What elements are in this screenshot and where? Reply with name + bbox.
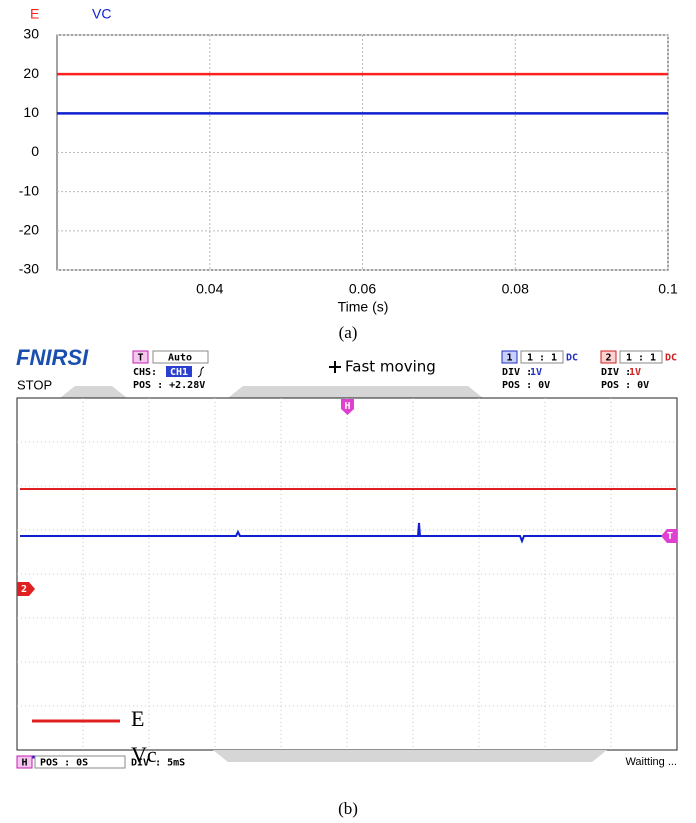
y-tick-label: 0 <box>31 143 39 159</box>
legend-e: E <box>131 706 144 731</box>
run-status: STOP <box>17 377 52 392</box>
x-tick-label: 0.1 <box>658 281 678 297</box>
y-tick-label: 20 <box>23 65 39 81</box>
y-tick-label: -30 <box>19 261 39 277</box>
mode-title: Fast moving <box>345 358 436 376</box>
caption: (b) <box>338 799 358 818</box>
h-marker-label: H <box>344 401 350 412</box>
ch2-probe: 1 : 1 <box>626 353 656 364</box>
ch2-coupling: DC <box>665 353 677 364</box>
y-tick-label: 30 <box>23 26 39 42</box>
ch2-div: 1V <box>629 367 641 378</box>
ch1-div-label: DIV : <box>502 367 532 378</box>
y-tick-label: -10 <box>19 182 39 198</box>
move-icon <box>329 361 341 373</box>
x-tick-label: 0.04 <box>196 281 223 297</box>
ch1-badge: 1 <box>506 353 512 364</box>
x-tick-label: 0.08 <box>502 281 529 297</box>
trigger-pos: POS : +2.28V <box>133 380 205 391</box>
figure: Time (s) (a) FNIRSI STOP T Auto CHS: CH1… <box>0 0 696 823</box>
edge-icon <box>198 367 204 377</box>
ch1-pos: POS : 0V <box>502 380 550 391</box>
x-axis-label: Time (s) <box>338 299 389 315</box>
ch1-probe: 1 : 1 <box>527 353 557 364</box>
ch2-div-label: DIV : <box>601 367 631 378</box>
y-tick-label: -20 <box>19 222 39 238</box>
caption: (a) <box>339 323 358 342</box>
y-tick-label: 10 <box>23 104 39 120</box>
trigger-badge: T <box>137 353 143 364</box>
x-tick-label: 0.06 <box>349 281 376 297</box>
scope-screen <box>17 398 677 750</box>
legend-label: E <box>30 6 39 22</box>
brand: FNIRSI <box>16 345 89 370</box>
ch1-div: 1V <box>530 367 542 378</box>
footer-badge: H <box>21 758 27 769</box>
trigger-source-label: CHS: <box>133 367 157 378</box>
footer-pos: POS : 0S <box>40 758 88 769</box>
bottom-tab <box>213 750 607 762</box>
t-marker-label: T <box>667 531 673 542</box>
top-tabs <box>60 386 483 398</box>
legend-label: VC <box>92 6 111 22</box>
ch1-coupling: DC <box>566 353 578 364</box>
footer-div: DIV : 5mS <box>131 758 185 769</box>
ch2-pos: POS : 0V <box>601 380 649 391</box>
trigger-mode: Auto <box>168 353 192 364</box>
footer-status: Waitting ... <box>625 756 677 768</box>
trigger-source: CH1 <box>170 367 188 378</box>
page: {"chart_data": {"type": "line", "x": [0.… <box>0 0 696 823</box>
ch2-marker-label: 2 <box>21 584 27 595</box>
ch2-badge: 2 <box>605 353 611 364</box>
